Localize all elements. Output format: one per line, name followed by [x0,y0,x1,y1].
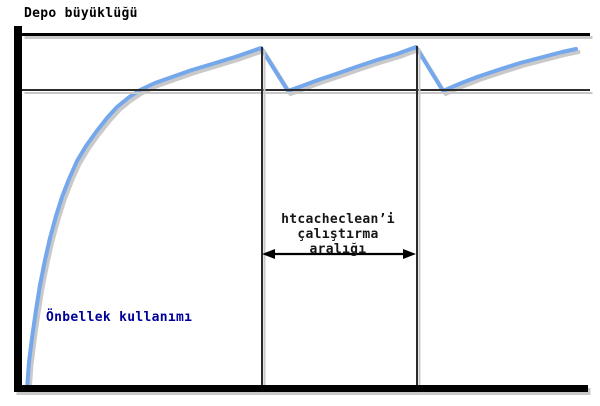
htcacheclean-run-line [416,46,418,388]
htcacheclean-interval-label: htcacheclean’i çalıştırma aralığı [259,212,417,257]
htcacheclean-run-line [261,47,263,388]
line-shadow [24,92,593,94]
line-shadow [418,49,421,391]
storage-limit-line [22,89,590,91]
interval-arrow-right-head [403,249,416,259]
interval-arrow-left-head [262,249,275,259]
y-axis [14,26,22,392]
cache-usage-curve [25,45,578,391]
interval-label-line3: aralığı [309,242,367,257]
x-axis [14,385,588,392]
line-shadow [24,36,593,39]
interval-label-line1: htcacheclean’i [281,212,395,227]
line-shadow [263,50,266,391]
cache-usage-curve-label: Önbellek kullanımı [46,310,193,325]
top-border-line [22,33,590,36]
y-axis-title: Depo büyüklüğü [24,6,138,21]
interval-label-line2: çalıştırma [297,227,379,242]
